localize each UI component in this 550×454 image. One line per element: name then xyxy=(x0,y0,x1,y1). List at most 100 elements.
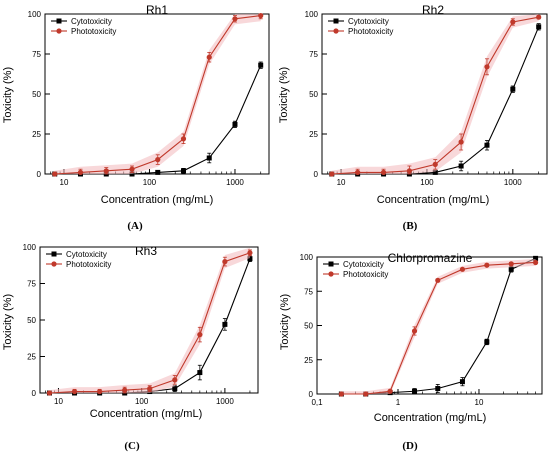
panel-b-title: Rh2 xyxy=(422,3,444,17)
phototoxicity-point xyxy=(52,171,58,177)
y-tick-label: 0 xyxy=(314,170,319,179)
y-tick-label: 25 xyxy=(309,130,318,139)
panel-b: Rh2 Toxicity (%) Concentration (mg/mL) (… xyxy=(278,3,548,232)
cytotoxicity-point xyxy=(197,370,203,376)
legend-label: Phototoxicity xyxy=(343,270,388,279)
phototoxicity-point xyxy=(329,171,335,177)
x-tick-label: 1000 xyxy=(504,178,522,187)
phototoxicity-point xyxy=(484,262,490,268)
phototoxicity-point xyxy=(380,169,387,175)
x-tick-label: 10 xyxy=(475,398,484,407)
x-tick-label: 10 xyxy=(60,178,69,187)
y-tick-label: 100 xyxy=(23,243,37,252)
cytotoxicity-line xyxy=(331,26,540,175)
legend-label: Cytotoxicity xyxy=(66,250,107,259)
legend-marker xyxy=(328,261,334,267)
cytotoxicity-point xyxy=(459,379,465,385)
cytotoxicity-point xyxy=(180,168,186,174)
phototoxicity-point xyxy=(406,168,413,174)
x-tick-label: 100 xyxy=(135,397,149,406)
y-tick-label: 100 xyxy=(305,10,319,19)
cytotoxicity-point xyxy=(206,155,212,161)
legend-label: Cytotoxicity xyxy=(71,17,112,26)
legend-label: Cytotoxicity xyxy=(343,260,384,269)
panel-c-plot: 10 100 1000 0 25 50 75 100 CytotoxicityPhototoxi… xyxy=(23,243,259,406)
phototoxicity-point xyxy=(222,259,228,265)
cytotoxicity-point xyxy=(172,386,178,392)
phototoxicity-point xyxy=(197,332,203,338)
panel-d-y-label: Toxicity (%) xyxy=(279,294,291,350)
phototoxicity-point xyxy=(155,157,161,163)
y-tick-label: 75 xyxy=(32,50,41,59)
panel-d-plot: 0,1 1 100255075100CytotoxicityPhototoxicit… xyxy=(300,253,543,407)
legend-marker xyxy=(56,28,62,34)
phototoxicity-line xyxy=(331,16,539,175)
legend-marker xyxy=(333,28,339,34)
y-tick-label: 50 xyxy=(32,90,41,99)
cytotoxicity-point xyxy=(155,169,161,175)
phototoxicity-point xyxy=(77,169,84,175)
cytotoxicity-point xyxy=(247,256,253,262)
phototoxicity-line xyxy=(54,15,261,175)
phototoxicity-error-band xyxy=(54,14,261,174)
phototoxicity-point xyxy=(206,54,212,60)
phototoxicity-error-band xyxy=(331,14,539,174)
phototoxicity-point xyxy=(122,387,128,393)
legend-marker xyxy=(51,251,57,257)
phototoxicity-error-band xyxy=(49,247,250,393)
phototoxicity-point xyxy=(232,16,238,22)
y-tick-label: 100 xyxy=(28,10,42,19)
panel-d: Chlorpromazine Toxicity (%) Concentratio… xyxy=(279,251,543,452)
phototoxicity-point xyxy=(387,388,393,394)
phototoxicity-point xyxy=(355,169,361,175)
y-tick-label: 100 xyxy=(300,253,314,262)
cytotoxicity-point xyxy=(533,255,539,261)
phototoxicity-point xyxy=(532,259,539,266)
x-tick-label: 1 xyxy=(396,398,401,407)
phototoxicity-point xyxy=(129,166,135,172)
phototoxicity-point xyxy=(510,19,516,25)
panel-b-x-label: Concentration (mg/mL) xyxy=(377,194,490,206)
y-tick-label: 0 xyxy=(37,170,42,179)
y-tick-label: 50 xyxy=(27,316,36,325)
legend-label: Phototoxicity xyxy=(348,27,393,36)
legend-marker xyxy=(328,271,334,277)
panel-b-y-label: Toxicity (%) xyxy=(278,67,290,123)
cytotoxicity-point xyxy=(232,121,238,127)
x-tick-label: 1000 xyxy=(226,178,244,187)
panel-a: Rh1 Toxicity (%) Concentration (mg/mL) (… xyxy=(2,3,270,232)
phototoxicity-point xyxy=(338,391,344,397)
y-tick-label: 0 xyxy=(309,390,314,399)
phototoxicity-point xyxy=(484,64,490,70)
legend-label: Phototoxicity xyxy=(71,27,116,36)
plot-frame xyxy=(321,13,548,175)
cytotoxicity-point xyxy=(508,266,514,272)
y-tick-label: 75 xyxy=(27,280,36,289)
cytotoxicity-point xyxy=(432,169,438,175)
panel-c-title: Rh3 xyxy=(135,244,157,258)
cytotoxicity-point xyxy=(222,321,228,327)
phototoxicity-point xyxy=(363,391,369,397)
phototoxicity-point xyxy=(147,386,153,392)
y-tick-label: 0 xyxy=(32,389,37,398)
phototoxicity-point xyxy=(172,377,178,383)
phototoxicity-point xyxy=(71,388,78,395)
phototoxicity-point xyxy=(435,277,441,283)
phototoxicity-point xyxy=(508,261,514,267)
panel-d-label: (D) xyxy=(402,440,418,452)
plot-frame xyxy=(44,13,270,175)
panel-c-label: (C) xyxy=(124,440,140,452)
x-tick-label: 100 xyxy=(143,178,157,187)
phototoxicity-point xyxy=(258,13,264,19)
cytotoxicity-point xyxy=(536,24,542,30)
phototoxicity-point xyxy=(459,266,466,272)
panel-b-label: (B) xyxy=(403,220,418,232)
y-tick-label: 25 xyxy=(27,353,36,362)
cytotoxicity-point xyxy=(510,86,516,92)
legend-marker xyxy=(56,18,62,24)
panel-c-y-label: Toxicity (%) xyxy=(2,294,14,350)
legend-label: Cytotoxicity xyxy=(348,17,389,26)
y-tick-label: 50 xyxy=(304,322,313,331)
phototoxicity-point xyxy=(411,328,418,334)
